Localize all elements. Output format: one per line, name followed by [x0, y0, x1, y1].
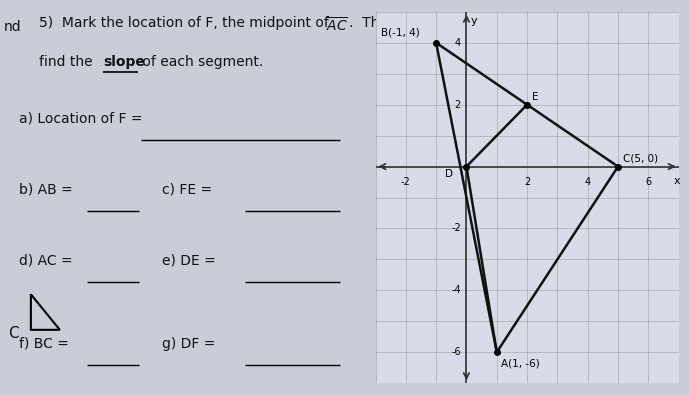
Text: B(-1, 4): B(-1, 4): [381, 27, 420, 37]
Text: .  Then: . Then: [349, 16, 397, 30]
Text: C: C: [8, 326, 19, 341]
Text: g) DF =: g) DF =: [162, 337, 216, 351]
Text: x: x: [674, 176, 681, 186]
Text: D: D: [445, 169, 453, 179]
Text: a) Location of F =: a) Location of F =: [19, 111, 143, 126]
Text: 2: 2: [455, 100, 461, 110]
Text: 6: 6: [646, 177, 651, 187]
Text: -6: -6: [451, 347, 461, 357]
Text: E: E: [532, 92, 538, 102]
Text: of each segment.: of each segment.: [138, 55, 263, 68]
Text: 5)  Mark the location of F, the midpoint of: 5) Mark the location of F, the midpoint …: [39, 16, 333, 30]
Text: 4: 4: [455, 38, 461, 48]
Text: d) AC =: d) AC =: [19, 254, 73, 268]
Text: 2: 2: [524, 177, 531, 187]
Text: b) AB =: b) AB =: [19, 182, 73, 197]
Text: find the: find the: [39, 55, 96, 68]
Text: A(1, -6): A(1, -6): [502, 358, 540, 368]
Text: 4: 4: [585, 177, 590, 187]
Text: c) FE =: c) FE =: [162, 182, 212, 197]
Text: e) DE =: e) DE =: [162, 254, 216, 268]
Text: -4: -4: [451, 285, 461, 295]
Text: y: y: [471, 17, 477, 26]
Text: f) BC =: f) BC =: [19, 337, 69, 351]
Text: -2: -2: [401, 177, 411, 187]
Text: nd: nd: [4, 20, 21, 34]
Text: $\overline{AC}$: $\overline{AC}$: [326, 16, 348, 34]
Text: -2: -2: [451, 224, 461, 233]
Text: slope: slope: [103, 55, 145, 68]
Text: C(5, 0): C(5, 0): [623, 154, 658, 164]
